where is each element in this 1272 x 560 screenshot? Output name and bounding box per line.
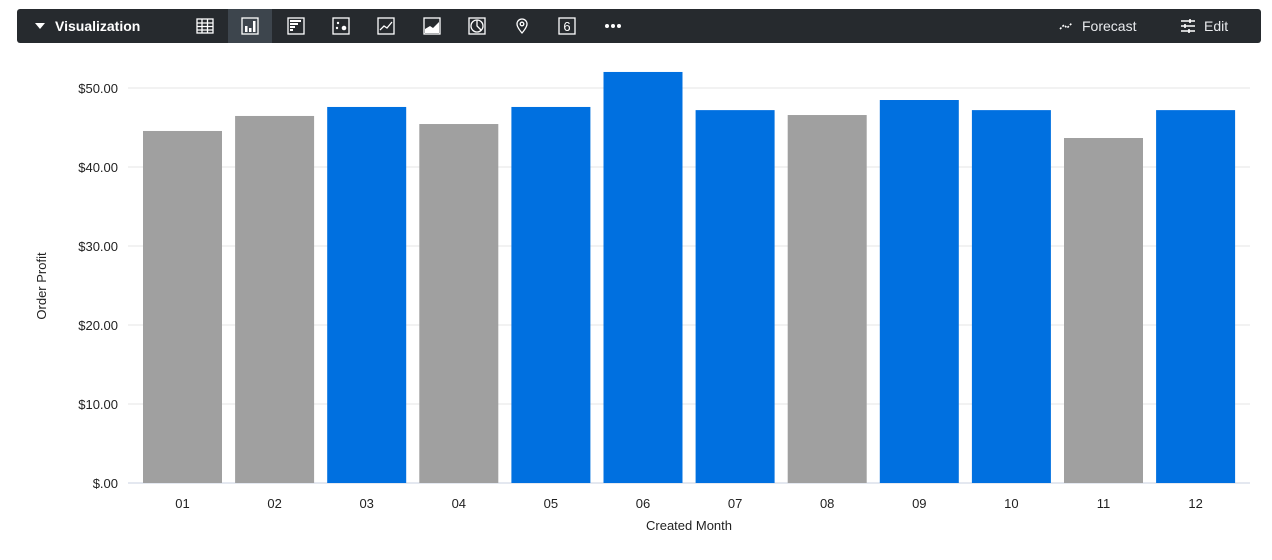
x-tick-label: 05 (544, 496, 558, 511)
single-value-button[interactable]: 6 (545, 9, 589, 43)
x-tick-label: 01 (175, 496, 189, 511)
toolbar-title: Visualization (55, 18, 141, 34)
forecast-icon (1059, 22, 1073, 30)
map-pin-icon (516, 18, 528, 34)
y-tick-label: $.00 (93, 476, 118, 491)
bar-07[interactable] (695, 110, 775, 483)
bar-08[interactable] (787, 115, 867, 483)
bar-11[interactable] (1064, 138, 1143, 483)
line-chart-icon (377, 17, 395, 35)
table-button[interactable] (183, 9, 227, 43)
area-chart-button[interactable] (410, 9, 454, 43)
bar-09[interactable] (879, 100, 959, 483)
caret-down-icon (35, 23, 45, 29)
y-tick-label: $20.00 (78, 318, 118, 333)
table-icon (196, 18, 214, 34)
line-chart-button[interactable] (364, 9, 408, 43)
horizontal-bar-icon (286, 17, 305, 35)
edit-button[interactable]: Edit (1180, 9, 1228, 43)
bar-chart-button[interactable] (228, 9, 273, 43)
x-tick-label: 10 (1004, 496, 1018, 511)
visualization-toggle[interactable]: Visualization (35, 9, 140, 43)
bar-12[interactable] (1156, 110, 1236, 483)
edit-label: Edit (1204, 18, 1229, 34)
forecast-button[interactable]: Forecast (1058, 9, 1136, 43)
area-chart-icon (422, 17, 441, 35)
bar-10[interactable] (971, 110, 1051, 483)
more-button[interactable] (591, 9, 635, 43)
x-tick-label: 11 (1097, 496, 1111, 511)
sliders-icon (1181, 19, 1195, 33)
x-tick-label: 07 (728, 496, 742, 511)
y-tick-label: $10.00 (78, 397, 118, 412)
scatter-icon (332, 17, 350, 35)
bar-chart-icon (241, 17, 259, 35)
bar-05[interactable] (511, 106, 591, 484)
bar-01[interactable] (143, 130, 222, 483)
x-tick-label: 02 (267, 496, 281, 511)
x-tick-label: 03 (359, 496, 373, 511)
x-tick-label: 04 (452, 496, 466, 511)
bar-02[interactable] (235, 115, 315, 483)
y-tick-label: $50.00 (78, 81, 118, 96)
bar-06[interactable] (603, 71, 683, 483)
bar-04[interactable] (419, 124, 499, 484)
forecast-label: Forecast (1082, 18, 1137, 34)
y-axis-label: Order Profit (34, 252, 49, 320)
scatter-button[interactable] (319, 9, 363, 43)
x-axis-label: Created Month (646, 518, 732, 533)
pie-chart-icon (468, 17, 486, 35)
more-icon (604, 24, 621, 28)
visualization-toolbar: Visualization 6 Forecast Edit (17, 9, 1261, 43)
y-tick-label: $40.00 (78, 160, 118, 175)
map-pin-button[interactable] (500, 9, 544, 43)
pie-chart-button[interactable] (455, 9, 499, 43)
svg-text:6: 6 (564, 19, 571, 34)
horizontal-bar-button[interactable] (274, 9, 318, 43)
bar-03[interactable] (327, 106, 407, 484)
x-tick-label: 08 (820, 496, 834, 511)
x-tick-label: 06 (636, 496, 650, 511)
x-tick-label: 12 (1188, 496, 1202, 511)
y-tick-label: $30.00 (78, 239, 118, 254)
single-value-icon: 6 (558, 17, 577, 35)
bar-chart: $.00 $10.00 $20.00 $30.00 $40.00 $50.00 01 02 03… (34, 71, 1250, 533)
x-tick-label: 09 (912, 496, 926, 511)
